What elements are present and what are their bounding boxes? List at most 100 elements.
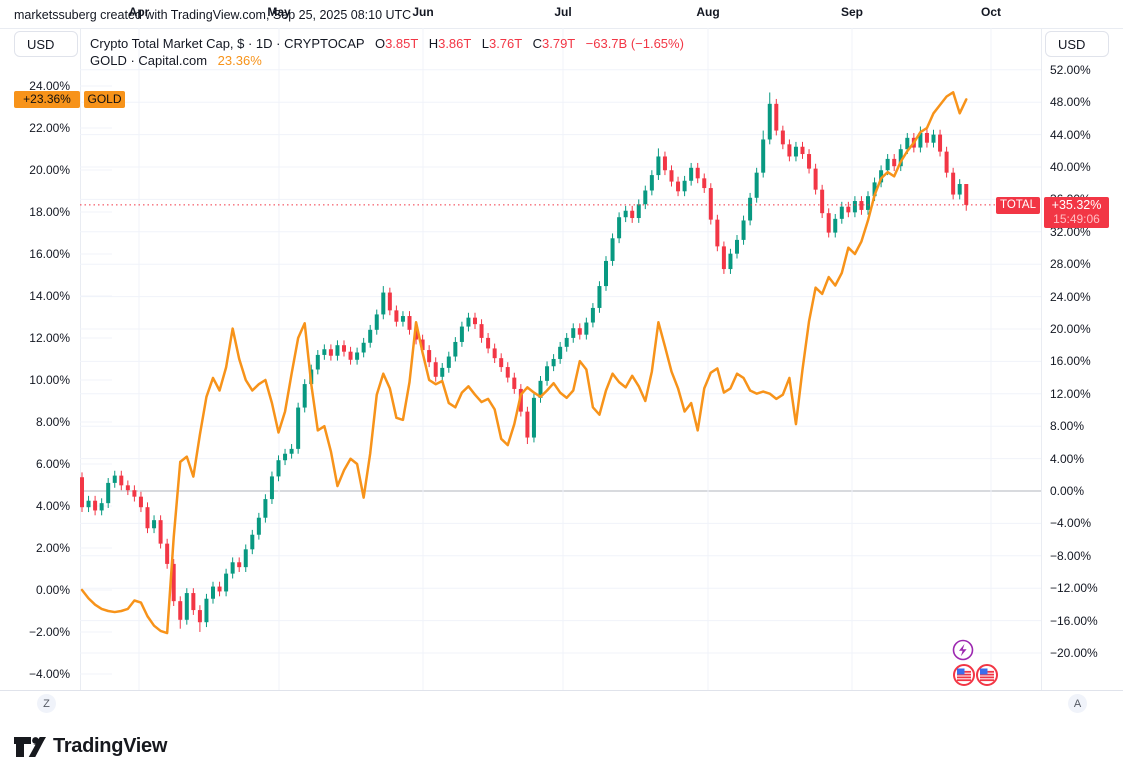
right-scale-currency-button[interactable]: USD [1045, 31, 1109, 57]
candle [368, 324, 373, 348]
right-axis-tick-label: −16.00% [1050, 613, 1098, 628]
chart-top-border [0, 28, 1123, 29]
us-flag-event-icon[interactable] [952, 663, 976, 687]
candle [256, 512, 261, 540]
left-axis-tick-label: 22.00% [29, 121, 70, 135]
candle [394, 305, 399, 327]
candle [132, 485, 137, 502]
right-axis-tick-label: −8.00% [1050, 548, 1092, 563]
us-flag-event-icon[interactable] [975, 663, 999, 687]
left-scale-currency-button[interactable]: USD [14, 31, 78, 57]
candle [787, 139, 792, 162]
time-axis[interactable]: Apr May Jun Jul Aug Sep Oct [0, 0, 1123, 26]
candle [145, 502, 150, 534]
candle [525, 406, 530, 445]
candle [669, 165, 674, 187]
candle [597, 281, 602, 313]
candle [793, 141, 798, 162]
gold-line-series [80, 91, 968, 635]
lightning-event-icon[interactable] [952, 639, 974, 661]
candle [302, 379, 307, 413]
candle [879, 165, 884, 188]
candle [649, 170, 654, 196]
candle [833, 213, 838, 238]
right-price-scale[interactable]: 52.00%48.00%44.00%40.00%36.00%32.00%28.0… [1042, 60, 1123, 690]
candle [767, 92, 772, 145]
candle [361, 337, 366, 358]
candle [459, 321, 464, 347]
candle [931, 129, 936, 148]
candle [577, 323, 582, 340]
time-axis-label-jun: Jun [412, 5, 434, 19]
candle [715, 214, 720, 252]
candle [400, 311, 405, 327]
overlay-series-value: 23.36% [217, 53, 262, 68]
legend-main-series-row[interactable]: Crypto Total Market Cap, $ · 1D · CRYPTO… [90, 35, 684, 52]
candle [708, 183, 713, 225]
candle [427, 345, 432, 368]
candle [826, 208, 831, 238]
tradingview-wordmark: TradingView [53, 735, 168, 757]
ohlc-close-value: 3.79T [542, 36, 576, 51]
candle [839, 201, 844, 224]
left-axis-tick-label: 10.00% [29, 373, 70, 387]
candle [315, 350, 320, 375]
price-chart-canvas[interactable] [0, 0, 1123, 717]
candle [466, 312, 471, 332]
candle [682, 175, 687, 197]
candle [944, 146, 949, 178]
candle [721, 241, 726, 274]
candle [355, 347, 360, 365]
candle [86, 495, 91, 513]
candle [283, 448, 288, 466]
candle [938, 129, 943, 157]
left-axis-tick-label: −2.00% [28, 625, 70, 639]
candle [761, 130, 766, 178]
zoom-out-button[interactable]: Z [37, 694, 56, 713]
candle [211, 581, 215, 604]
left-currency-label: USD [27, 36, 55, 52]
candle [866, 191, 870, 215]
ohlc-low-label: L [481, 36, 489, 51]
right-axis-tick-label: 40.00% [1050, 160, 1091, 174]
left-axis-tick-label: 20.00% [29, 163, 70, 177]
right-axis-tick-label: 0.00% [1050, 484, 1085, 498]
left-price-scale[interactable]: 24.00% 22.00% 20.00% 18.00% 16.00% 14.00% 12.0… [0, 60, 80, 690]
right-axis-tick-label: −12.00% [1050, 581, 1098, 596]
maximize-button[interactable]: A [1068, 694, 1087, 713]
right-axis-tick-label: −4.00% [1050, 516, 1092, 531]
time-axis-border [0, 690, 1123, 691]
time-axis-label-oct: Oct [980, 5, 1002, 19]
candle [499, 353, 504, 372]
candle [125, 480, 130, 496]
candle [702, 173, 707, 193]
candle [800, 141, 805, 159]
overlay-series-title: GOLD · Capital.com [90, 53, 208, 68]
bar-close-countdown: 15:49:06 [1053, 212, 1100, 227]
candle [342, 340, 346, 357]
candle [263, 494, 268, 523]
candle [623, 205, 628, 223]
candle [538, 375, 543, 403]
candle [296, 402, 301, 454]
candle [957, 179, 962, 200]
candle [217, 581, 222, 597]
left-axis-tick-label: 8.00% [35, 415, 70, 429]
right-axis-tick-label: −20.00% [1050, 646, 1098, 660]
candle [171, 559, 176, 607]
right-currency-label: USD [1058, 36, 1086, 52]
candle [407, 311, 412, 335]
main-series-title: Crypto Total Market Cap, $ · 1D · CRYPTO… [90, 36, 365, 51]
candle [322, 344, 327, 360]
chart-legend: Crypto Total Market Cap, $ · 1D · CRYPTO… [90, 35, 684, 69]
candle [106, 478, 111, 509]
candle [446, 351, 451, 373]
candle [505, 362, 510, 383]
candle [119, 470, 124, 491]
ohlc-low-value: 3.76T [488, 36, 522, 51]
left-axis-tick-label: 0.00% [35, 583, 70, 597]
candle [564, 333, 569, 352]
tradingview-logo[interactable]: TradingView [14, 735, 167, 758]
legend-overlay-series-row[interactable]: GOLD · Capital.com 23.36% [90, 52, 684, 69]
